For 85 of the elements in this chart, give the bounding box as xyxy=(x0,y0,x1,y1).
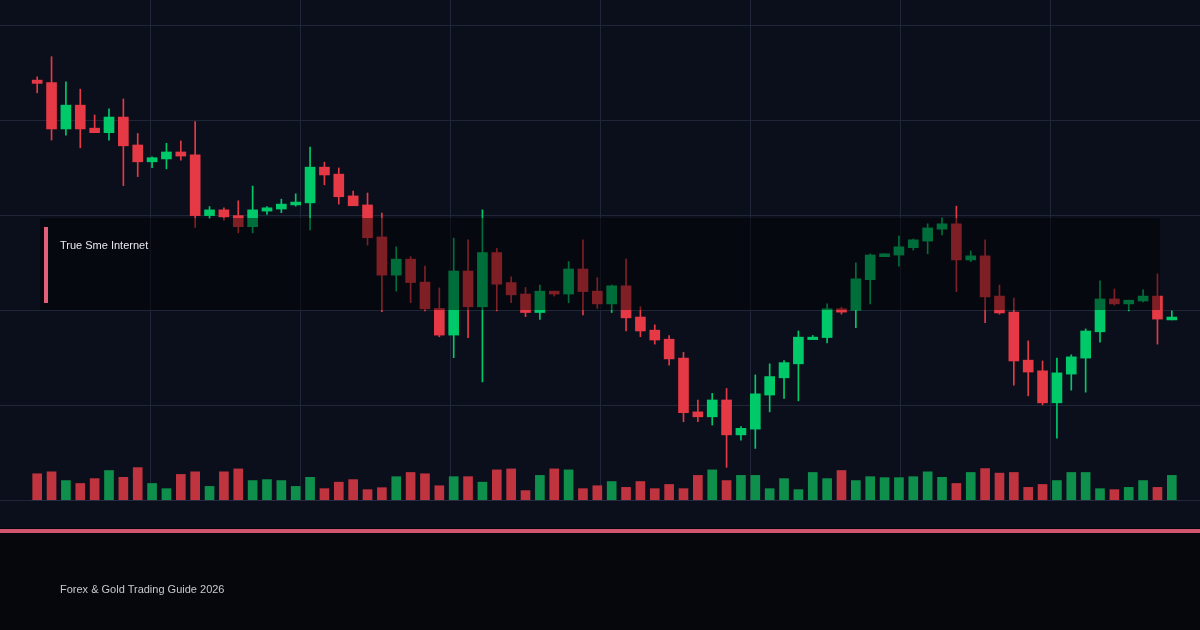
bar xyxy=(506,468,516,500)
annotation: True Sme Internet xyxy=(60,239,149,251)
bar xyxy=(980,468,990,500)
candlestick xyxy=(31,76,43,94)
bar xyxy=(161,488,172,500)
bar xyxy=(951,483,962,500)
bar xyxy=(46,471,57,500)
bar xyxy=(894,477,904,500)
bar xyxy=(1095,488,1105,500)
bar xyxy=(190,471,200,500)
bar xyxy=(750,475,761,500)
bar xyxy=(305,476,315,500)
bar xyxy=(1166,475,1177,500)
bar xyxy=(477,481,488,500)
caption-panel: True Sme Internet xyxy=(40,218,1160,310)
bar xyxy=(448,476,459,500)
bar xyxy=(377,487,387,500)
bar xyxy=(563,469,574,500)
bar xyxy=(1052,480,1062,500)
bar xyxy=(707,469,718,500)
bar xyxy=(175,474,186,500)
bar xyxy=(348,479,358,500)
bar xyxy=(262,479,272,500)
bar xyxy=(276,480,287,500)
bar xyxy=(333,481,344,500)
bar xyxy=(764,488,775,500)
bar xyxy=(75,483,86,500)
bar xyxy=(578,488,588,500)
bar xyxy=(1009,472,1019,500)
candlestick xyxy=(1022,340,1034,397)
bar xyxy=(908,476,919,500)
bar xyxy=(420,473,430,500)
bar xyxy=(463,476,473,500)
bar xyxy=(721,480,732,500)
bar xyxy=(1109,489,1120,500)
bar xyxy=(807,472,818,500)
bar xyxy=(606,481,617,500)
bar xyxy=(535,475,545,500)
bar xyxy=(678,488,689,500)
bar xyxy=(836,470,847,500)
text: Forex & Gold Trading Guide 2026 xyxy=(60,583,225,595)
bar xyxy=(1037,484,1048,500)
bar xyxy=(549,468,560,500)
bar xyxy=(635,481,646,500)
bar xyxy=(319,488,330,500)
bar xyxy=(362,489,373,500)
bar xyxy=(391,476,402,500)
bar xyxy=(851,480,861,500)
bar xyxy=(736,475,746,500)
bar xyxy=(649,488,660,500)
bar xyxy=(779,478,789,500)
bar xyxy=(621,487,631,500)
bar xyxy=(693,475,703,500)
bar xyxy=(219,471,229,500)
bar xyxy=(1023,487,1034,500)
bar xyxy=(491,469,502,500)
bar xyxy=(520,490,531,500)
bar xyxy=(233,468,244,500)
bar xyxy=(405,472,416,500)
bar xyxy=(822,478,832,500)
bar xyxy=(879,477,890,500)
bar xyxy=(290,486,301,500)
bar xyxy=(937,476,947,500)
bar xyxy=(865,476,876,500)
bar xyxy=(204,486,215,500)
bar xyxy=(994,472,1005,500)
bar xyxy=(1152,487,1163,500)
bar xyxy=(965,472,976,500)
bar xyxy=(1123,487,1134,500)
bar xyxy=(118,476,129,500)
bar xyxy=(147,483,157,500)
bar xyxy=(104,470,114,500)
bar xyxy=(434,485,445,500)
bar xyxy=(1138,480,1148,500)
bar xyxy=(664,484,674,500)
bar xyxy=(592,485,603,500)
bar xyxy=(793,489,804,500)
bar xyxy=(1066,472,1077,500)
bar xyxy=(1080,472,1091,500)
bar xyxy=(922,471,933,500)
bar xyxy=(61,480,71,500)
bar xyxy=(32,473,43,500)
bar xyxy=(247,480,258,500)
bar xyxy=(89,478,100,500)
bar xyxy=(132,467,143,500)
